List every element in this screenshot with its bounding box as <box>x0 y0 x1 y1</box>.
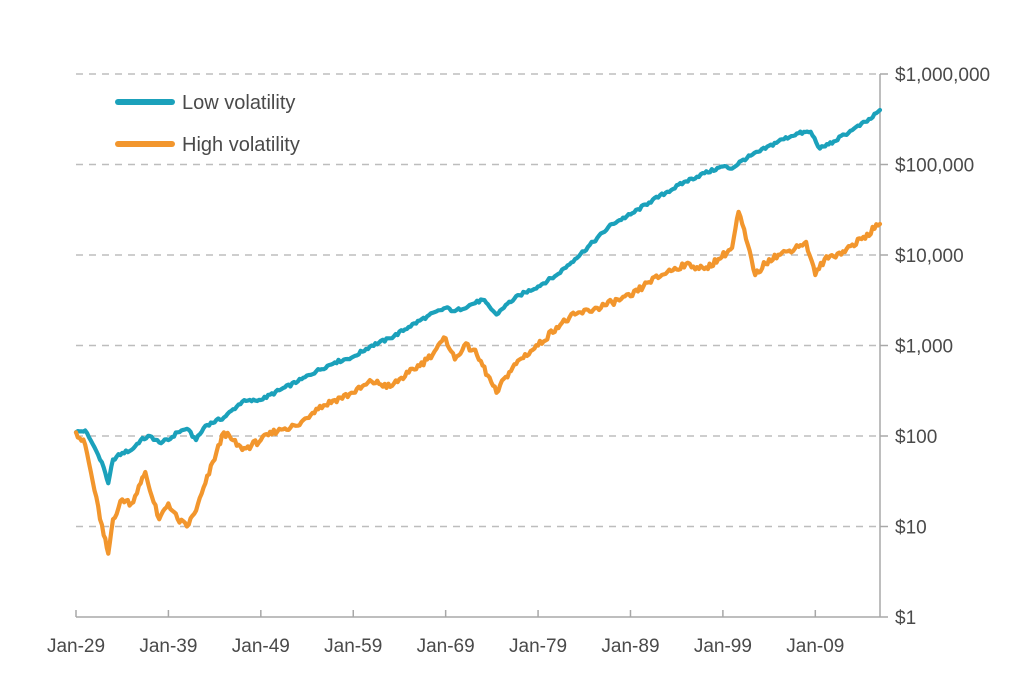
legend-label-low-volatility: Low volatility <box>182 92 295 114</box>
gridlines <box>76 73 880 528</box>
x-tick-label: Jan-99 <box>694 636 752 657</box>
y-tick-label: $10 <box>895 518 927 539</box>
series-line-low-volatility <box>73 107 883 486</box>
x-tick-label: Jan-29 <box>47 636 105 657</box>
x-tick-label: Jan-69 <box>417 636 475 657</box>
legend: Low volatility High volatility <box>115 92 300 156</box>
y-tick-label: $1,000 <box>895 337 953 358</box>
y-tick-label: $1,000,000 <box>895 65 990 86</box>
y-tick-label: $100,000 <box>895 156 974 177</box>
legend-label-high-volatility: High volatility <box>182 134 300 156</box>
x-tick-label: Jan-09 <box>786 636 844 657</box>
x-tick-label: Jan-89 <box>601 636 659 657</box>
x-tick-label: Jan-49 <box>232 636 290 657</box>
series-line-high-volatility <box>73 209 883 556</box>
x-tick-label: Jan-79 <box>509 636 567 657</box>
x-tick-label: Jan-59 <box>324 636 382 657</box>
y-tick-label: $1 <box>895 608 916 629</box>
y-tick-label: $100 <box>895 427 937 448</box>
axes: $1 $10 $100 $1,000 $10,000 $100,000 $1,000,000… <box>47 65 990 657</box>
y-tick-label: $10,000 <box>895 246 964 267</box>
x-tick-label: Jan-39 <box>139 636 197 657</box>
series-lines <box>73 107 883 556</box>
